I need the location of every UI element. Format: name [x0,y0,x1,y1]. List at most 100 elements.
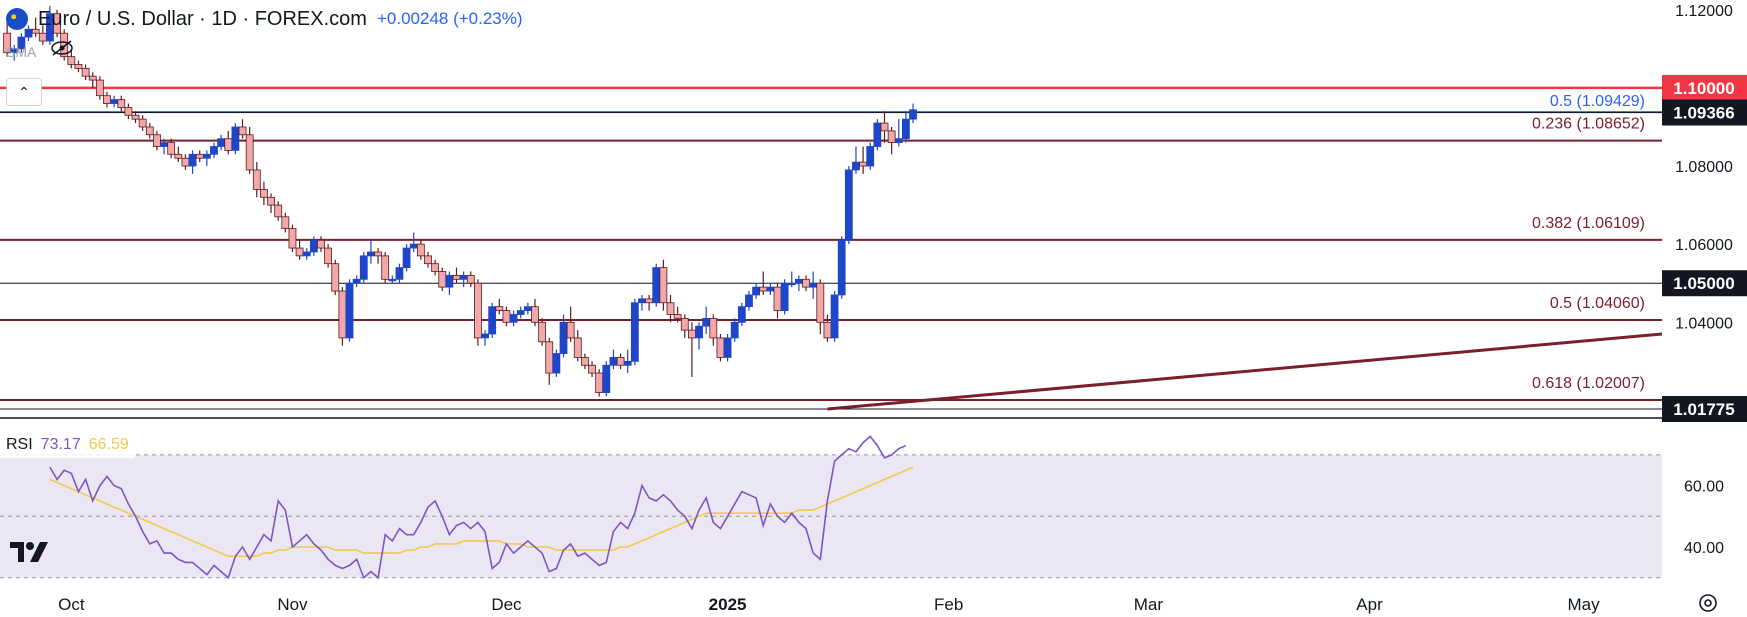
candle-body [67,56,76,65]
candle-body [31,28,40,34]
candle-body [388,278,397,282]
rsi-name[interactable]: RSI [6,436,33,453]
candle-body [238,126,247,136]
candle-body [103,95,111,104]
candle-body [17,36,26,50]
time-axis-tick: Nov [277,595,308,614]
candle-body [95,79,104,97]
candle-body [752,286,761,296]
price-level-flag-label: 1.09366 [1673,104,1734,123]
price-axis-tick: 1.04000 [1675,315,1733,332]
candle-body [787,282,796,286]
collapse-legend-button[interactable]: ⌃ [6,78,42,106]
price-level-flag-label: 1.01775 [1673,400,1734,419]
candle-body [302,251,311,257]
candle-body [381,255,390,280]
candle-body [531,306,539,323]
candle-body [331,263,340,292]
fib-level-label: 0.236 (1.08652) [1532,116,1645,133]
candle-body [395,267,404,280]
candle-body [138,118,147,128]
candle-body [174,153,183,159]
candle-body [716,337,725,358]
candle-body [630,302,639,362]
candle-body [852,161,860,171]
sma-indicator-label[interactable]: SMA [6,44,37,60]
symbol-title[interactable]: Euro / U.S. Dollar · 1D · FOREX.com [38,7,367,30]
candle-body [495,306,504,311]
candle-body [124,107,133,116]
candle-body [737,306,746,323]
candle-body [438,271,447,288]
candle-body [859,161,867,167]
candle-body [53,13,61,34]
candle-body [666,302,675,315]
candle-body [202,153,211,159]
candle-body [117,99,126,108]
price-axis-tick: 1.06000 [1675,237,1733,254]
tradingview-logo-icon[interactable] [8,538,56,566]
candle-body [552,353,561,374]
candle-body [616,357,625,366]
fib-level-label: 0.5 (1.04060) [1550,295,1645,312]
candle-body [623,360,632,366]
candle-body [153,134,161,147]
candle-body [145,126,154,136]
candle-body [766,286,775,292]
candle-body [680,317,689,331]
candle-body [374,251,382,257]
candle-body [309,239,318,253]
candle-body [252,169,261,190]
candle-body [702,317,711,327]
candle-body [295,247,304,257]
candle-body [167,142,176,155]
candle-body [481,333,489,339]
candle-body [131,114,140,120]
candle-body [823,321,832,339]
candle-body [260,189,268,198]
candle-body [830,294,839,339]
candle-body [588,364,596,374]
candle-body [595,372,604,394]
candle-body [795,278,803,284]
candle-body [188,153,197,167]
rsi-ma-line [49,466,914,558]
candle-body [673,314,682,319]
support-trendline [827,332,1663,411]
price-level-flag [1662,99,1747,126]
candle-body [638,298,646,304]
candle-body [880,122,889,132]
candle-body [267,196,275,206]
candle-body [110,99,119,104]
price-change: +0.00248 (+0.23%) [376,9,523,28]
time-axis-tick: Oct [58,595,85,614]
candle-body [402,247,411,268]
settings-gear-icon[interactable] [1697,592,1719,614]
candle-body [559,321,568,354]
candle-body [652,267,661,304]
candle-body [488,306,497,335]
candle-body [730,321,739,339]
candle-body [802,278,810,288]
candle-body [367,251,375,257]
candle-body [709,317,718,339]
candle-body [523,306,532,311]
candle-body [602,364,611,394]
candle-body [38,32,47,42]
price-level-flag [1662,74,1747,101]
candle-body [873,122,882,147]
candle-body [88,75,97,81]
candle-body [445,275,454,288]
candle-body [516,310,525,315]
candle-body [324,247,333,265]
hide-eye-icon[interactable] [50,40,74,56]
rsi-line [49,435,907,580]
candle-body [224,138,233,151]
time-axis-tick: Apr [1356,595,1383,614]
candle-body [695,325,703,339]
candle-body [352,278,361,284]
price-axis-tick: 1.12000 [1675,3,1733,20]
candle-body [474,282,482,339]
price-level-flag-label: 1.05000 [1673,274,1734,293]
